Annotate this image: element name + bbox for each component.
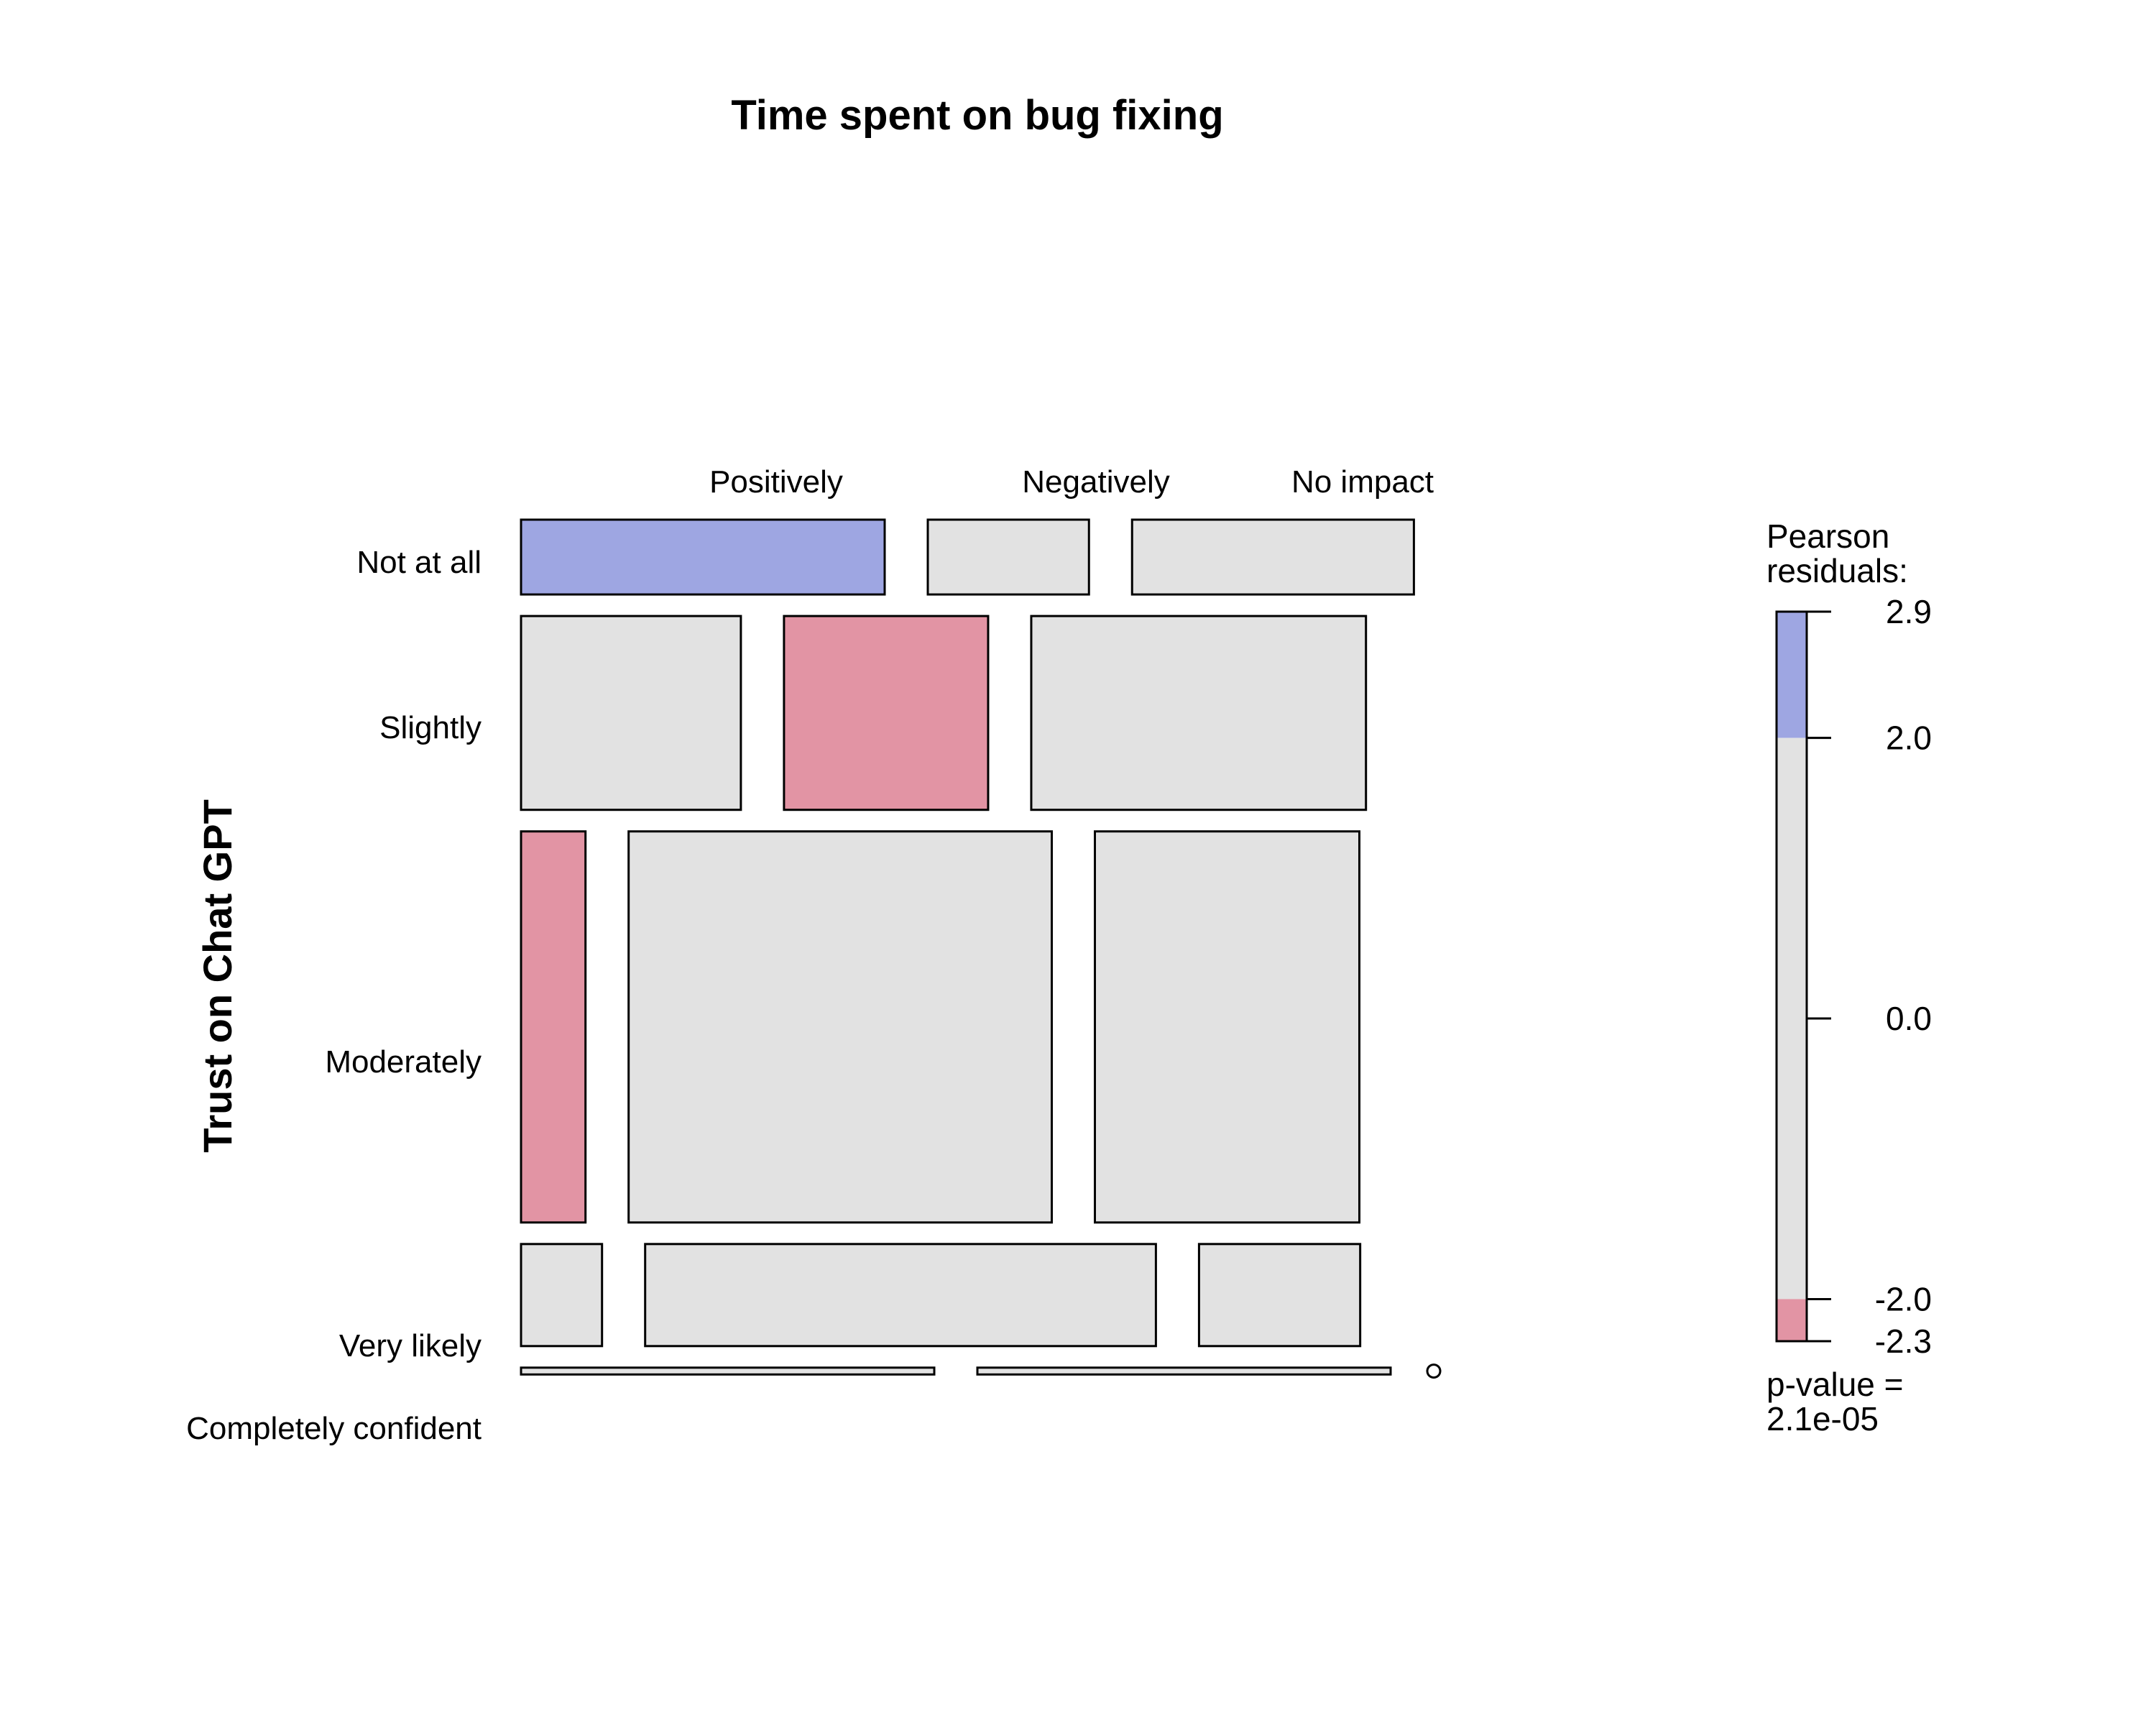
legend-segment-high [1777, 612, 1807, 738]
tile-1-2 [1030, 615, 1368, 811]
tile-0-0 [520, 518, 886, 596]
column-labels: Positively Negatively No impact [709, 464, 1434, 500]
tile-1-0 [520, 615, 742, 811]
row-label-completely-confident: Completely confident [186, 1411, 482, 1446]
tile-1-1 [783, 615, 990, 811]
tile-3-1 [644, 1243, 1157, 1348]
p-value-label: p-value = [1766, 1366, 1904, 1403]
empty-tile-4-2 [1426, 1363, 1442, 1379]
tile-4-1 [976, 1366, 1392, 1376]
y-axis-label: Trust on Chat GPT [195, 799, 240, 1153]
legend-color-bar [1775, 610, 1808, 1343]
legend: Pearson residuals: 2.9 2.0 0.0 -2.0 -2.3 p-v… [1766, 518, 1932, 1438]
mosaic-tiles [520, 518, 1442, 1379]
row-label-moderately: Moderately [325, 1044, 482, 1080]
tile-3-2 [1197, 1243, 1362, 1348]
row-labels: Not at all Slightly Moderately Very like… [186, 545, 482, 1446]
column-label-negatively: Negatively [1022, 464, 1169, 500]
column-label-no-impact: No impact [1291, 464, 1434, 500]
legend-ticks: 2.9 2.0 0.0 -2.0 -2.3 [1805, 593, 1932, 1360]
tile-2-1 [627, 830, 1053, 1224]
column-label-positively: Positively [709, 464, 843, 500]
legend-tick-label: -2.3 [1875, 1322, 1932, 1360]
legend-tick-label: 0.0 [1886, 1000, 1932, 1037]
tile-0-1 [926, 518, 1090, 596]
legend-tick-label: -2.0 [1875, 1280, 1932, 1317]
row-label-slightly: Slightly [379, 710, 482, 745]
legend-segment-none [1777, 737, 1807, 1300]
legend-title-line2: residuals: [1766, 552, 1908, 589]
tile-4-0 [520, 1366, 936, 1376]
tile-2-0 [520, 830, 587, 1224]
legend-title-line1: Pearson [1766, 518, 1889, 555]
tile-3-0 [520, 1243, 604, 1348]
row-label-very-likely: Very likely [339, 1328, 482, 1363]
tile-2-2 [1094, 830, 1360, 1224]
legend-tick-label: 2.9 [1886, 593, 1932, 630]
legend-tick-label: 2.0 [1886, 719, 1932, 757]
tile-0-2 [1130, 518, 1415, 596]
p-value: 2.1e-05 [1766, 1400, 1879, 1438]
legend-segment-low [1777, 1299, 1807, 1341]
row-label-not-at-all: Not at all [356, 545, 482, 580]
chart-title: Time spent on bug fixing [731, 92, 1223, 139]
